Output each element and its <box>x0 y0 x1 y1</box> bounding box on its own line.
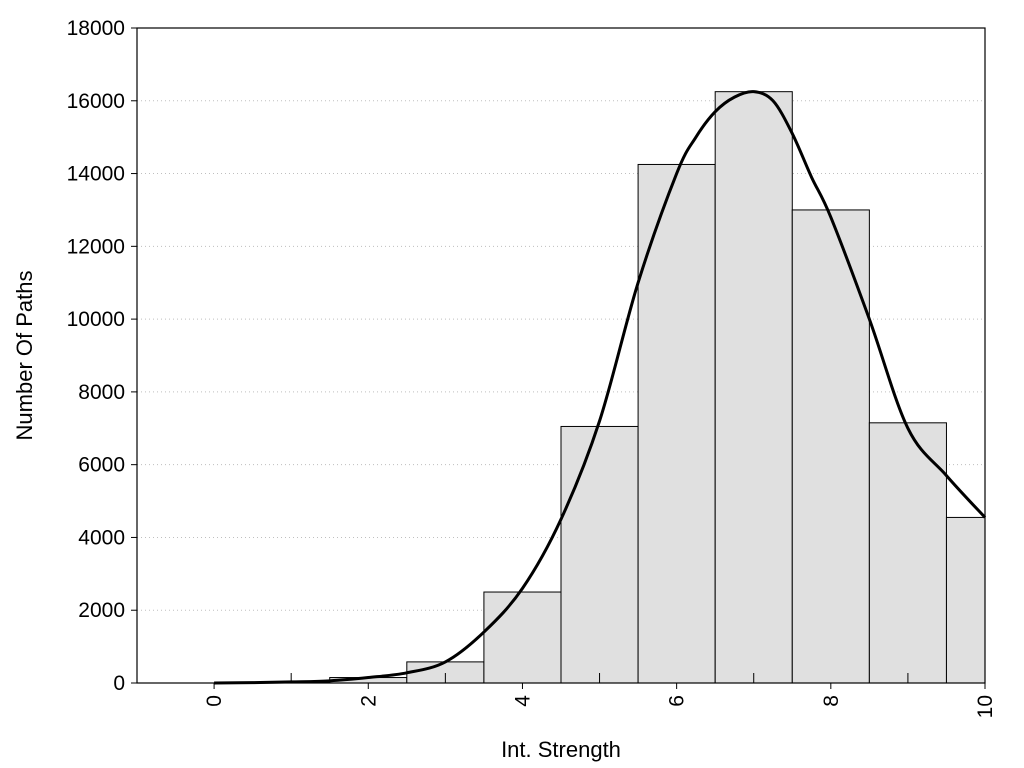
density-curve-line <box>214 90 987 685</box>
density-curve <box>214 90 987 685</box>
histogram-bar <box>791 209 870 684</box>
y-tick-label: 8000 <box>78 381 125 404</box>
histogram-bar <box>714 91 793 684</box>
x-tick-label: 2 <box>357 695 380 707</box>
x-tick-label: 6 <box>666 695 689 707</box>
y-axis-ticks: 0 2000 4000 6000 8000 10000 12000 14000 16000 180… <box>67 17 137 695</box>
y-tick-label: 2000 <box>78 599 125 622</box>
y-tick-label: 16000 <box>67 90 125 113</box>
y-tick-label: 6000 <box>78 454 125 477</box>
histogram-bar <box>637 163 716 684</box>
y-tick-label: 10000 <box>67 308 125 331</box>
plot-frame <box>136 27 986 684</box>
y-tick-label: 14000 <box>67 163 125 186</box>
x-axis-title: Int. Strength <box>501 737 621 762</box>
x-tick-label: 10 <box>974 695 997 718</box>
y-tick-label: 18000 <box>67 17 125 40</box>
y-axis-title: Number Of Paths <box>12 271 37 441</box>
histogram-bar <box>945 516 986 684</box>
x-tick-label: 8 <box>820 695 843 707</box>
x-tick-label: 4 <box>511 695 534 707</box>
histogram-bars <box>252 91 986 684</box>
y-tick-label: 12000 <box>67 235 125 258</box>
histogram-bar <box>483 591 562 684</box>
x-tick-label: 0 <box>203 695 226 707</box>
histogram-bar <box>560 425 639 684</box>
y-tick-label: 4000 <box>78 526 125 549</box>
y-tick-label: 0 <box>113 672 125 695</box>
x-axis-ticks: 0 2 4 6 8 10 <box>203 673 997 718</box>
